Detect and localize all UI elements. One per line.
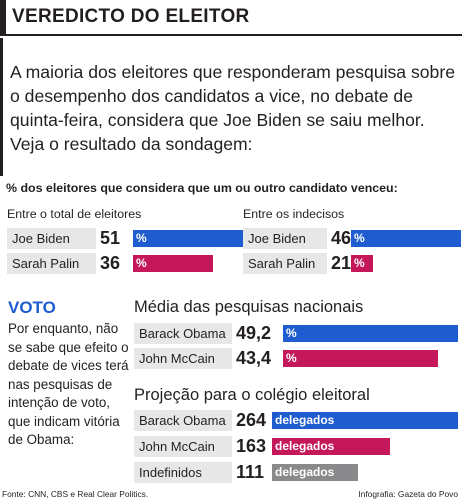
- bar-value-label: 264: [236, 410, 267, 430]
- bar-category-label: Indefinidos: [134, 462, 232, 483]
- bar-value-label: 111: [236, 462, 265, 482]
- bar-category-label: Barack Obama: [134, 410, 232, 431]
- voto-text: Por enquanto, não se sabe que efeito o d…: [8, 321, 129, 447]
- bar-value-label: 36: [100, 253, 121, 273]
- poll-question: % dos eleitores que considera que um ou …: [6, 181, 398, 195]
- bar: %: [283, 350, 438, 367]
- bar-category-label: John McCain: [134, 436, 232, 457]
- voto-title: VOTO: [8, 298, 56, 317]
- bar-category-label: Sarah Palin: [243, 253, 327, 274]
- bar-category-label: John McCain: [134, 348, 232, 369]
- bar: delegados: [272, 412, 458, 429]
- bar-value-label: 51: [100, 228, 121, 248]
- bar-value-label: 49,2: [236, 323, 272, 343]
- group-label-total: Entre o total de eleitores: [7, 207, 142, 221]
- bar-value-label: 163: [236, 436, 267, 456]
- bar: %: [283, 325, 458, 342]
- header-bar: VEREDICTO DO ELEITOR: [0, 0, 462, 36]
- page-title: VEREDICTO DO ELEITOR: [12, 6, 250, 27]
- bar: %: [351, 230, 461, 247]
- national-polls-title: Média das pesquisas nacionais: [134, 298, 364, 316]
- bar-category-label: Joe Biden: [7, 228, 96, 249]
- bar-category-label: Sarah Palin: [7, 253, 96, 274]
- bar: %: [133, 255, 213, 272]
- group-label-undecided: Entre os indecisos: [243, 207, 345, 221]
- bar: %: [351, 255, 373, 272]
- bar: %: [133, 230, 243, 247]
- bar-category-label: Joe Biden: [243, 228, 327, 249]
- electoral-college-title: Projeção para o colégio eleitoral: [134, 386, 370, 404]
- intro-rule: [0, 38, 3, 176]
- bar: delegados: [272, 438, 390, 455]
- bar-category-label: Barack Obama: [134, 323, 232, 344]
- bar-value-label: 46: [331, 228, 352, 248]
- bar-value-label: 21: [331, 253, 352, 273]
- header-accent: [0, 0, 6, 36]
- source-note: Fonte: CNN, CBS e Real Clear Politics.: [2, 489, 149, 499]
- credit-note: Infografia: Gazeta do Povo: [358, 489, 458, 499]
- bar: delegados: [272, 464, 358, 481]
- intro-text: A maioria dos eleitores que responderam …: [10, 62, 455, 154]
- bar-value-label: 43,4: [236, 348, 272, 368]
